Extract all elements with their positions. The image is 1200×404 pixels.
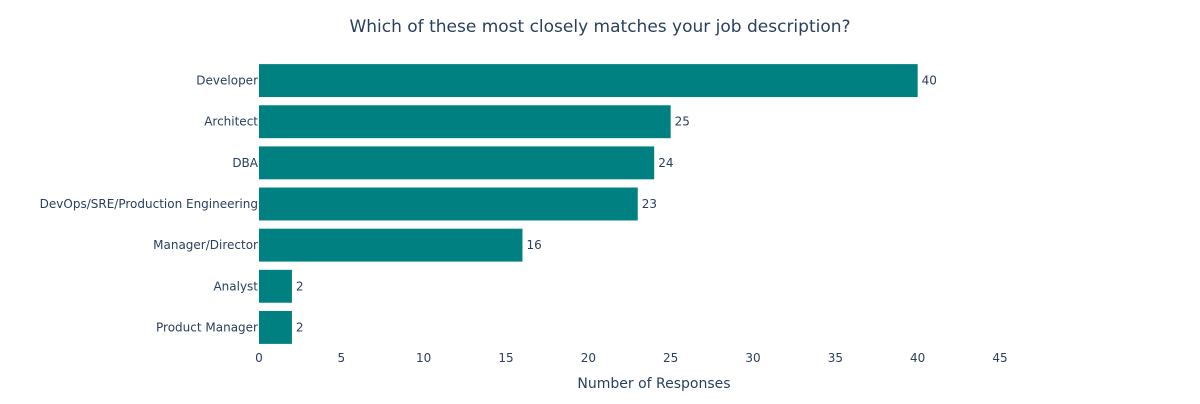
x-tick-label: 15	[498, 351, 513, 365]
bar-manager-director	[259, 228, 523, 262]
category-label: Developer	[196, 74, 258, 88]
data-label: 16	[526, 238, 541, 252]
category-label: DevOps/SRE/Production Engineering	[40, 197, 258, 211]
bar-product-manager	[259, 310, 292, 344]
data-labels: 40 25 24 23 16 2 2	[296, 74, 937, 335]
data-label: 40	[922, 74, 937, 88]
x-tick-label: 25	[663, 351, 678, 365]
category-labels: Developer Architect DBA DevOps/SRE/Producti…	[40, 74, 259, 335]
category-label: Product Manager	[156, 320, 258, 334]
bar-developer	[259, 64, 918, 98]
bar-dba	[259, 146, 655, 180]
data-label: 24	[658, 156, 673, 170]
x-tick-label: 0	[255, 351, 263, 365]
x-axis-ticks: 0 5 10 15 20 25 30 35 40 45	[255, 351, 1007, 365]
x-tick-label: 20	[581, 351, 596, 365]
chart-title: Which of these most closely matches your…	[349, 17, 850, 37]
data-label: 2	[296, 320, 304, 334]
bar-architect	[259, 105, 671, 139]
x-tick-label: 30	[745, 351, 760, 365]
category-label: Manager/Director	[153, 238, 258, 252]
category-label: DBA	[232, 156, 258, 170]
bar-devops-sre-production-engineering	[259, 187, 638, 221]
x-tick-label: 5	[338, 351, 346, 365]
x-tick-label: 10	[416, 351, 431, 365]
data-label: 23	[642, 197, 657, 211]
category-label: Architect	[204, 115, 258, 129]
x-axis-title: Number of Responses	[577, 376, 730, 392]
data-label: 2	[296, 279, 304, 293]
data-label: 25	[675, 115, 690, 129]
bars-layer	[259, 64, 918, 344]
category-label: Analyst	[213, 279, 258, 293]
x-tick-label: 40	[910, 351, 925, 365]
x-tick-label: 45	[992, 351, 1007, 365]
bar-analyst	[259, 269, 292, 303]
x-tick-label: 35	[828, 351, 843, 365]
